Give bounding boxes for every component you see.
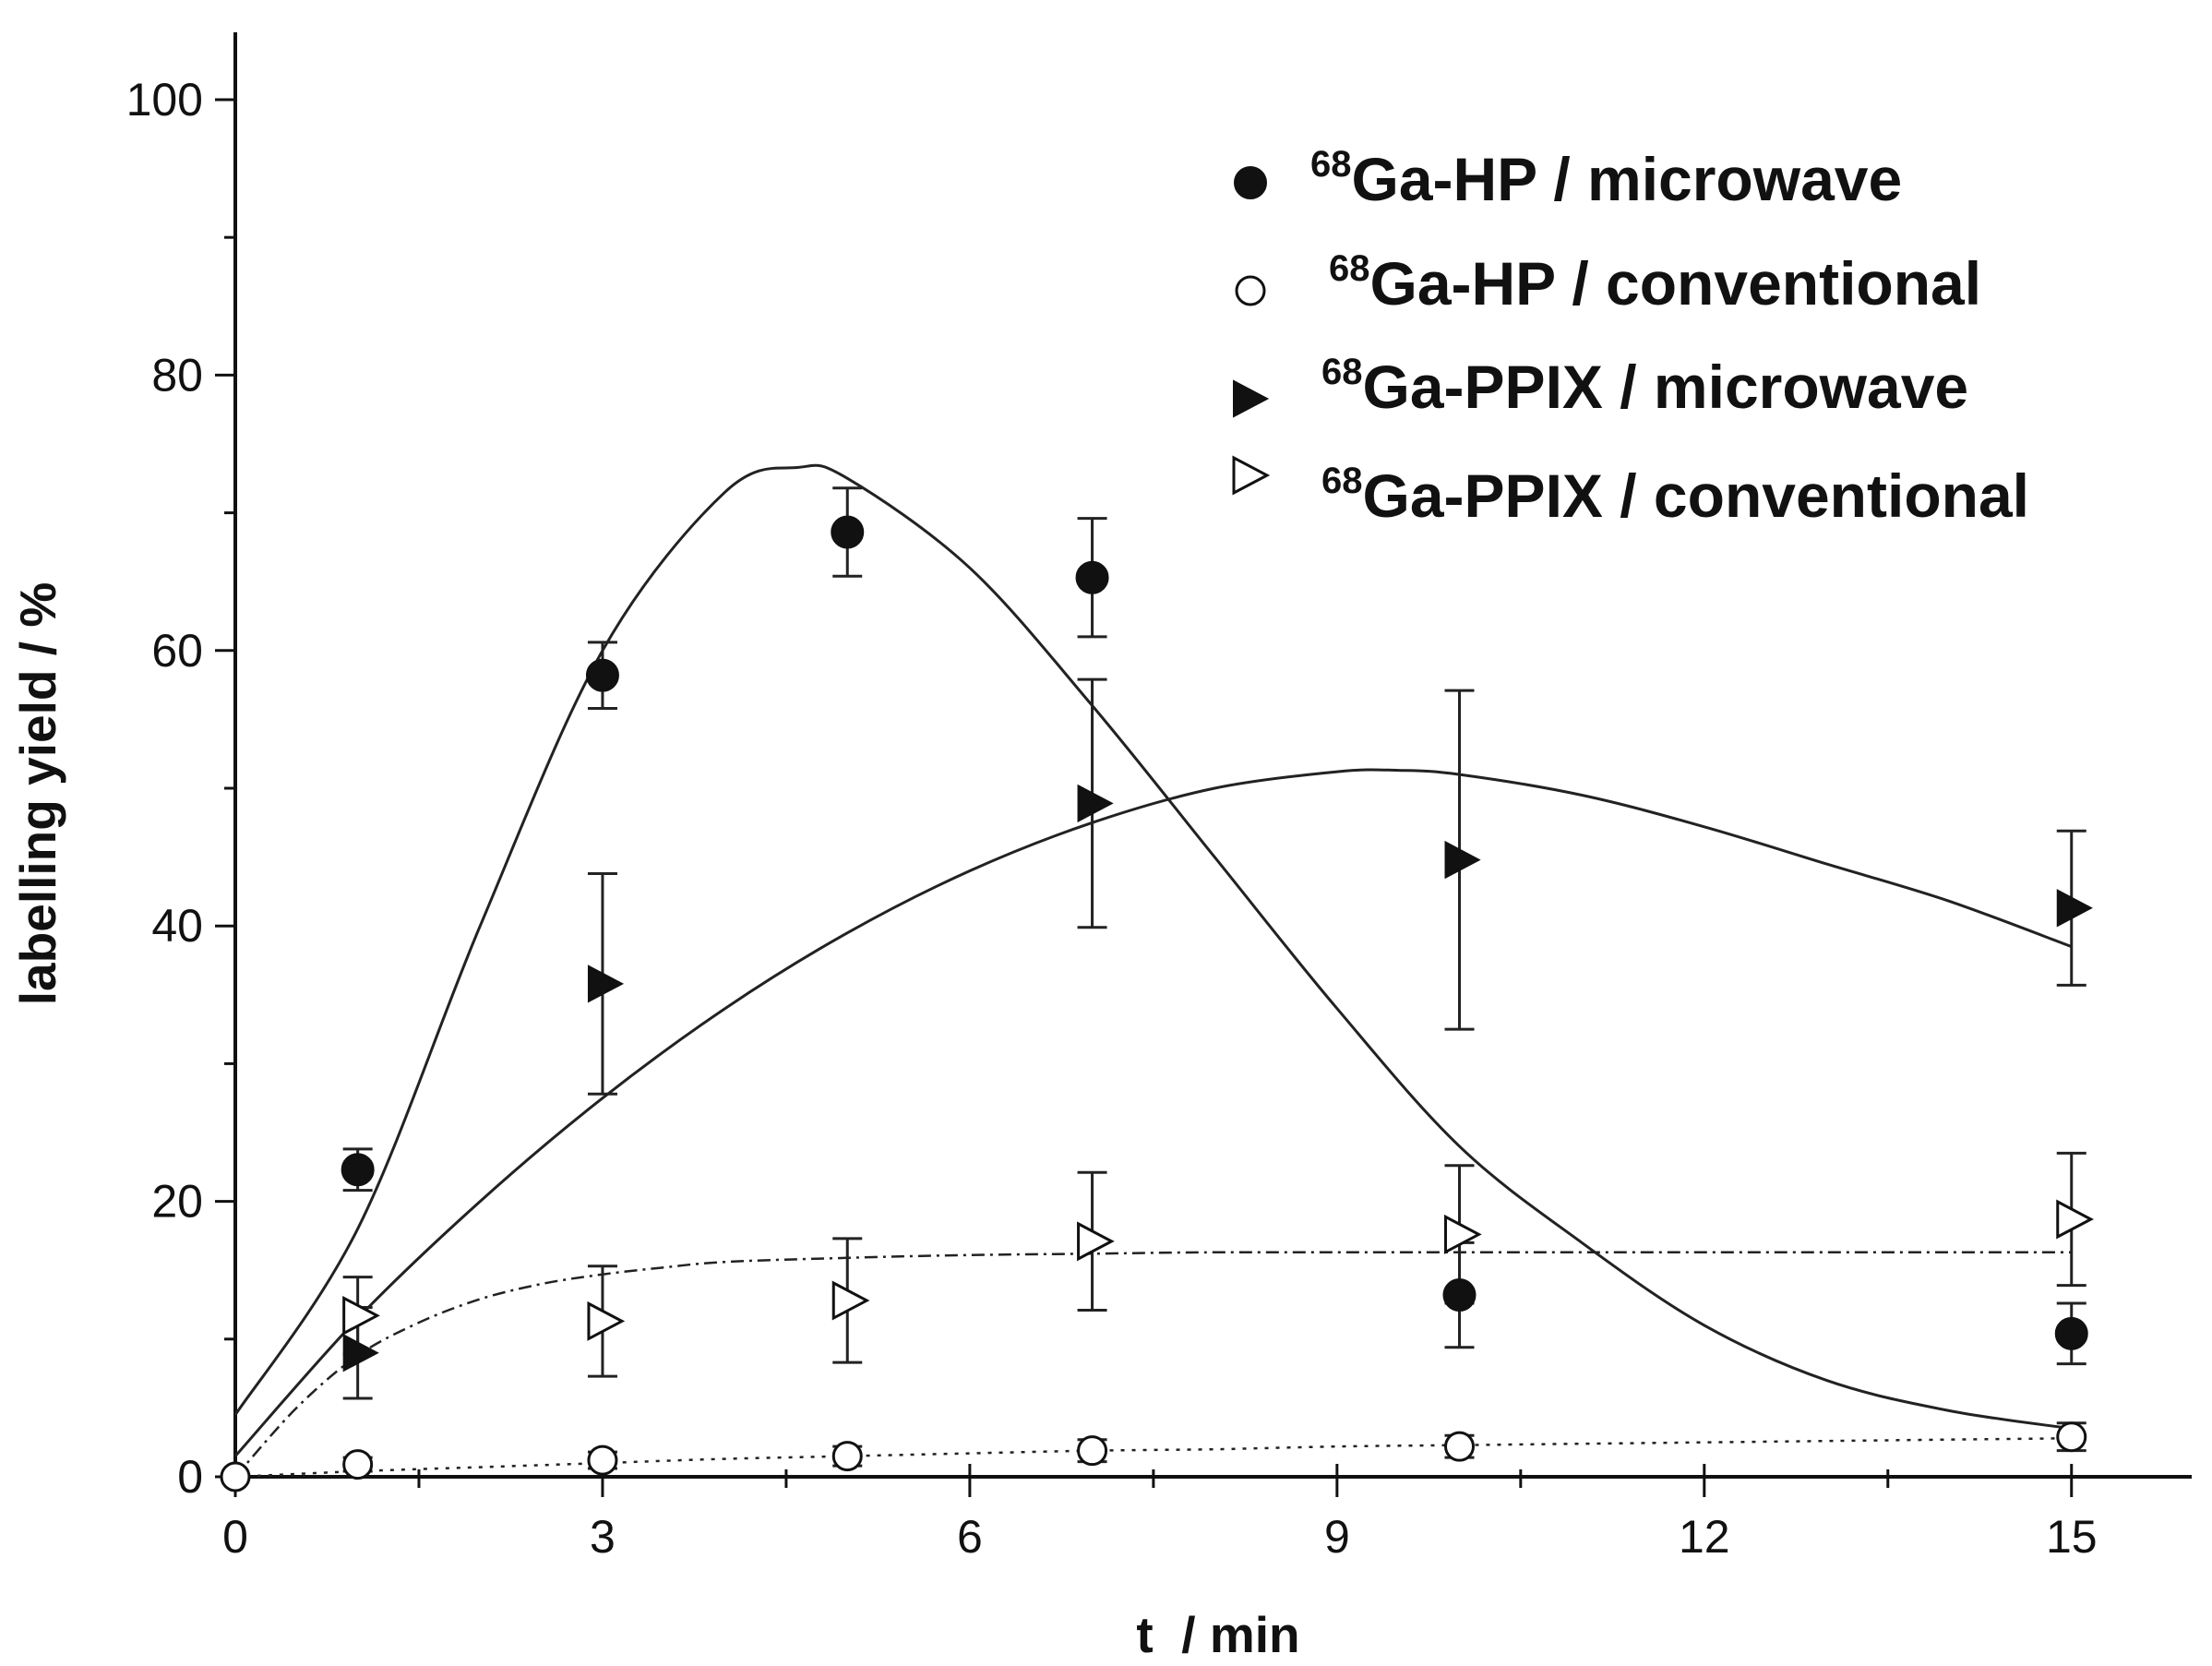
fit-curve-ga_ppix_conventional (234, 1251, 2072, 1478)
legend-name-ga_ppix_conventional: Ga-PPIX / conventional (1363, 461, 2030, 530)
x-tick-label: 3 (590, 1511, 616, 1563)
legend-name-ga_hp_microwave: Ga-HP / microwave (1352, 145, 1903, 213)
x-tick-label: 15 (2046, 1511, 2098, 1563)
legend-marker-ga_hp_microwave (1234, 166, 1267, 199)
fit-curve-ga_hp_conventional (234, 1436, 2072, 1479)
legend-item-ga_hp_microwave: 68Ga-HP / microwave (1234, 144, 1902, 213)
data-point-ga_ppix_conventional (1077, 1221, 1115, 1262)
y-tick-label: 40 (151, 900, 203, 952)
data-point-ga_hp_conventional (831, 1441, 863, 1472)
data-point-ga_hp_microwave (585, 658, 619, 692)
data-point-ga_ppix_conventional (2056, 1199, 2094, 1240)
data-point-ga_hp_conventional (587, 1444, 618, 1476)
x-axis-label: t / min (1136, 1606, 1299, 1663)
legend-name-ga_hp_conventional: Ga-HP / conventional (1370, 249, 1982, 318)
data-point-ga_ppix_microwave (587, 965, 625, 1003)
fit-curves (233, 463, 2073, 1479)
data-point-ga_ppix_microwave (2056, 889, 2093, 928)
legend-marker-ga_ppix_microwave (1233, 379, 1270, 418)
x-tick-label: 12 (1679, 1511, 1730, 1563)
legend-item-ga_ppix_conventional: 68Ga-PPIX / conventional (1232, 455, 2029, 530)
legend-item-ga_hp_conventional: 68Ga-HP / conventional (1235, 248, 1981, 318)
data-point-ga_hp_microwave (1442, 1278, 1477, 1312)
legend-isotope-ga_hp_conventional: 68 (1329, 248, 1370, 289)
y-tick-label: 20 (151, 1176, 203, 1228)
data-point-ga_hp_conventional (342, 1449, 374, 1480)
y-tick-label: 60 (151, 625, 203, 677)
legend-marker-ga_hp_conventional (1235, 275, 1266, 306)
x-tick-label: 0 (222, 1511, 248, 1563)
axes: 0 20 40 60 80 100 0 3 6 9 12 15 (126, 32, 2192, 1563)
data-point-ga_hp_conventional (1444, 1431, 1475, 1462)
fit-curve-ga_hp_microwave (233, 463, 2073, 1431)
data-point-ga_hp_microwave (831, 515, 865, 549)
legend-marker-ga_ppix_conventional (1232, 455, 1271, 496)
legend-name-ga_ppix_microwave: Ga-PPIX / microwave (1363, 353, 1969, 421)
data-point-ga_ppix_microwave (1077, 784, 1114, 823)
data-markers (220, 515, 2094, 1492)
legend-label-ga_hp_conventional: 68Ga-HP / conventional (1329, 248, 1981, 318)
data-point-ga_hp_microwave (1075, 560, 1109, 594)
legend-isotope-ga_hp_microwave: 68 (1310, 144, 1352, 185)
data-point-ga_ppix_microwave (1444, 840, 1481, 880)
fit-curve-ga_ppix_microwave (233, 768, 2073, 1457)
x-tick-label: 9 (1324, 1511, 1350, 1563)
data-point-ga_ppix_conventional (831, 1280, 870, 1321)
data-point-ga_ppix_microwave (342, 1334, 379, 1372)
y-tick-label: 0 (177, 1451, 203, 1503)
data-point-ga_hp_microwave (2054, 1316, 2088, 1350)
data-point-ga_hp_microwave (341, 1153, 375, 1187)
data-point-ga_hp_conventional (220, 1461, 251, 1492)
legend-label-ga_hp_microwave: 68Ga-HP / microwave (1310, 144, 1902, 213)
data-point-ga_hp_conventional (1077, 1435, 1108, 1467)
legend-isotope-ga_ppix_microwave: 68 (1321, 352, 1363, 392)
legend-item-ga_ppix_microwave: 68Ga-PPIX / microwave (1233, 352, 1968, 421)
data-point-ga_ppix_conventional (587, 1300, 626, 1341)
y-axis-label: labelling yield / % (9, 582, 66, 1005)
x-tick-label: 6 (957, 1511, 983, 1563)
legend-label-ga_ppix_conventional: 68Ga-PPIX / conventional (1321, 461, 2029, 530)
legend-isotope-ga_ppix_conventional: 68 (1321, 461, 1363, 501)
y-tick-label: 80 (151, 349, 203, 401)
y-tick-label: 100 (126, 74, 203, 126)
data-point-ga_ppix_conventional (1444, 1214, 1482, 1254)
data-point-ga_hp_conventional (2056, 1421, 2087, 1453)
legend-label-ga_ppix_microwave: 68Ga-PPIX / microwave (1321, 352, 1968, 421)
data-point-ga_ppix_conventional (342, 1295, 380, 1336)
